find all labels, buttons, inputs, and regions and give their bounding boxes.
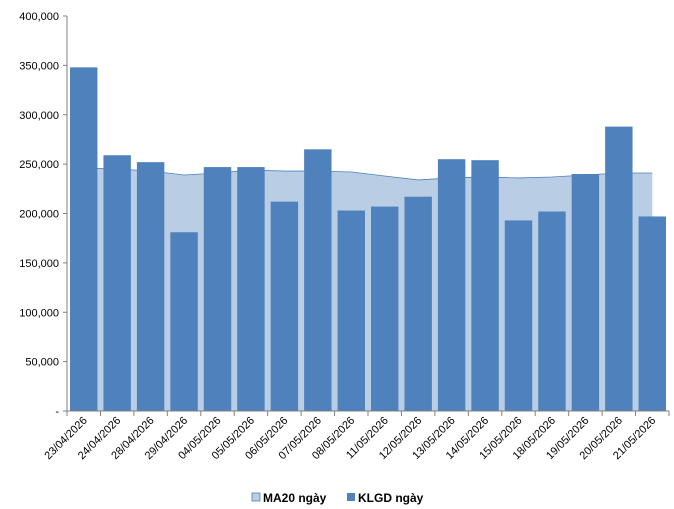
klgd-bar-12 <box>471 160 499 411</box>
klgd-bar-13 <box>504 220 533 411</box>
legend: MA20 ngày KLGD ngày <box>251 491 424 505</box>
y-tick-label-6: 300,000 <box>19 110 59 122</box>
y-tick-label-1: 50,000 <box>25 357 59 369</box>
klgd-bar-14 <box>538 211 566 411</box>
y-tick-label-8: 400,000 <box>19 11 59 23</box>
ma20-area-series <box>83 167 653 411</box>
klgd-bar-16 <box>605 126 633 411</box>
ma20-line <box>83 167 653 181</box>
klgd-bar-11 <box>437 159 466 411</box>
klgd-bar-6 <box>270 201 299 411</box>
y-tick-label-0: - <box>55 406 59 418</box>
klgd-bar-10 <box>404 196 432 411</box>
klgd-bar-17 <box>638 216 666 411</box>
legend-label-klgd: KLGD ngày <box>358 491 424 505</box>
legend-swatch-klgd <box>347 493 355 501</box>
klgd-bar-9 <box>371 206 399 411</box>
y-tick-label-3: 150,000 <box>19 258 59 270</box>
klgd-bar-2 <box>136 162 165 411</box>
klgd-bar-7 <box>304 149 332 411</box>
legend-swatch-ma20 <box>251 492 261 502</box>
y-tick-label-5: 250,000 <box>19 159 59 171</box>
ma20-area-fill <box>83 168 653 411</box>
klgd-bar-5 <box>237 167 265 411</box>
klgd-bar-1 <box>103 155 131 411</box>
klgd-bar-4 <box>203 167 232 411</box>
legend-label-ma20: MA20 ngày <box>263 491 327 505</box>
y-tick-label-7: 350,000 <box>19 60 59 72</box>
y-tick-label-2: 100,000 <box>19 307 59 319</box>
y-tick-label-4: 200,000 <box>19 209 59 221</box>
klgd-bar-3 <box>170 232 198 411</box>
klgd-bar-series <box>70 67 666 411</box>
klgd-bar-0 <box>70 67 98 411</box>
klgd-bar-8 <box>337 210 365 411</box>
klgd-bar-15 <box>571 174 600 411</box>
